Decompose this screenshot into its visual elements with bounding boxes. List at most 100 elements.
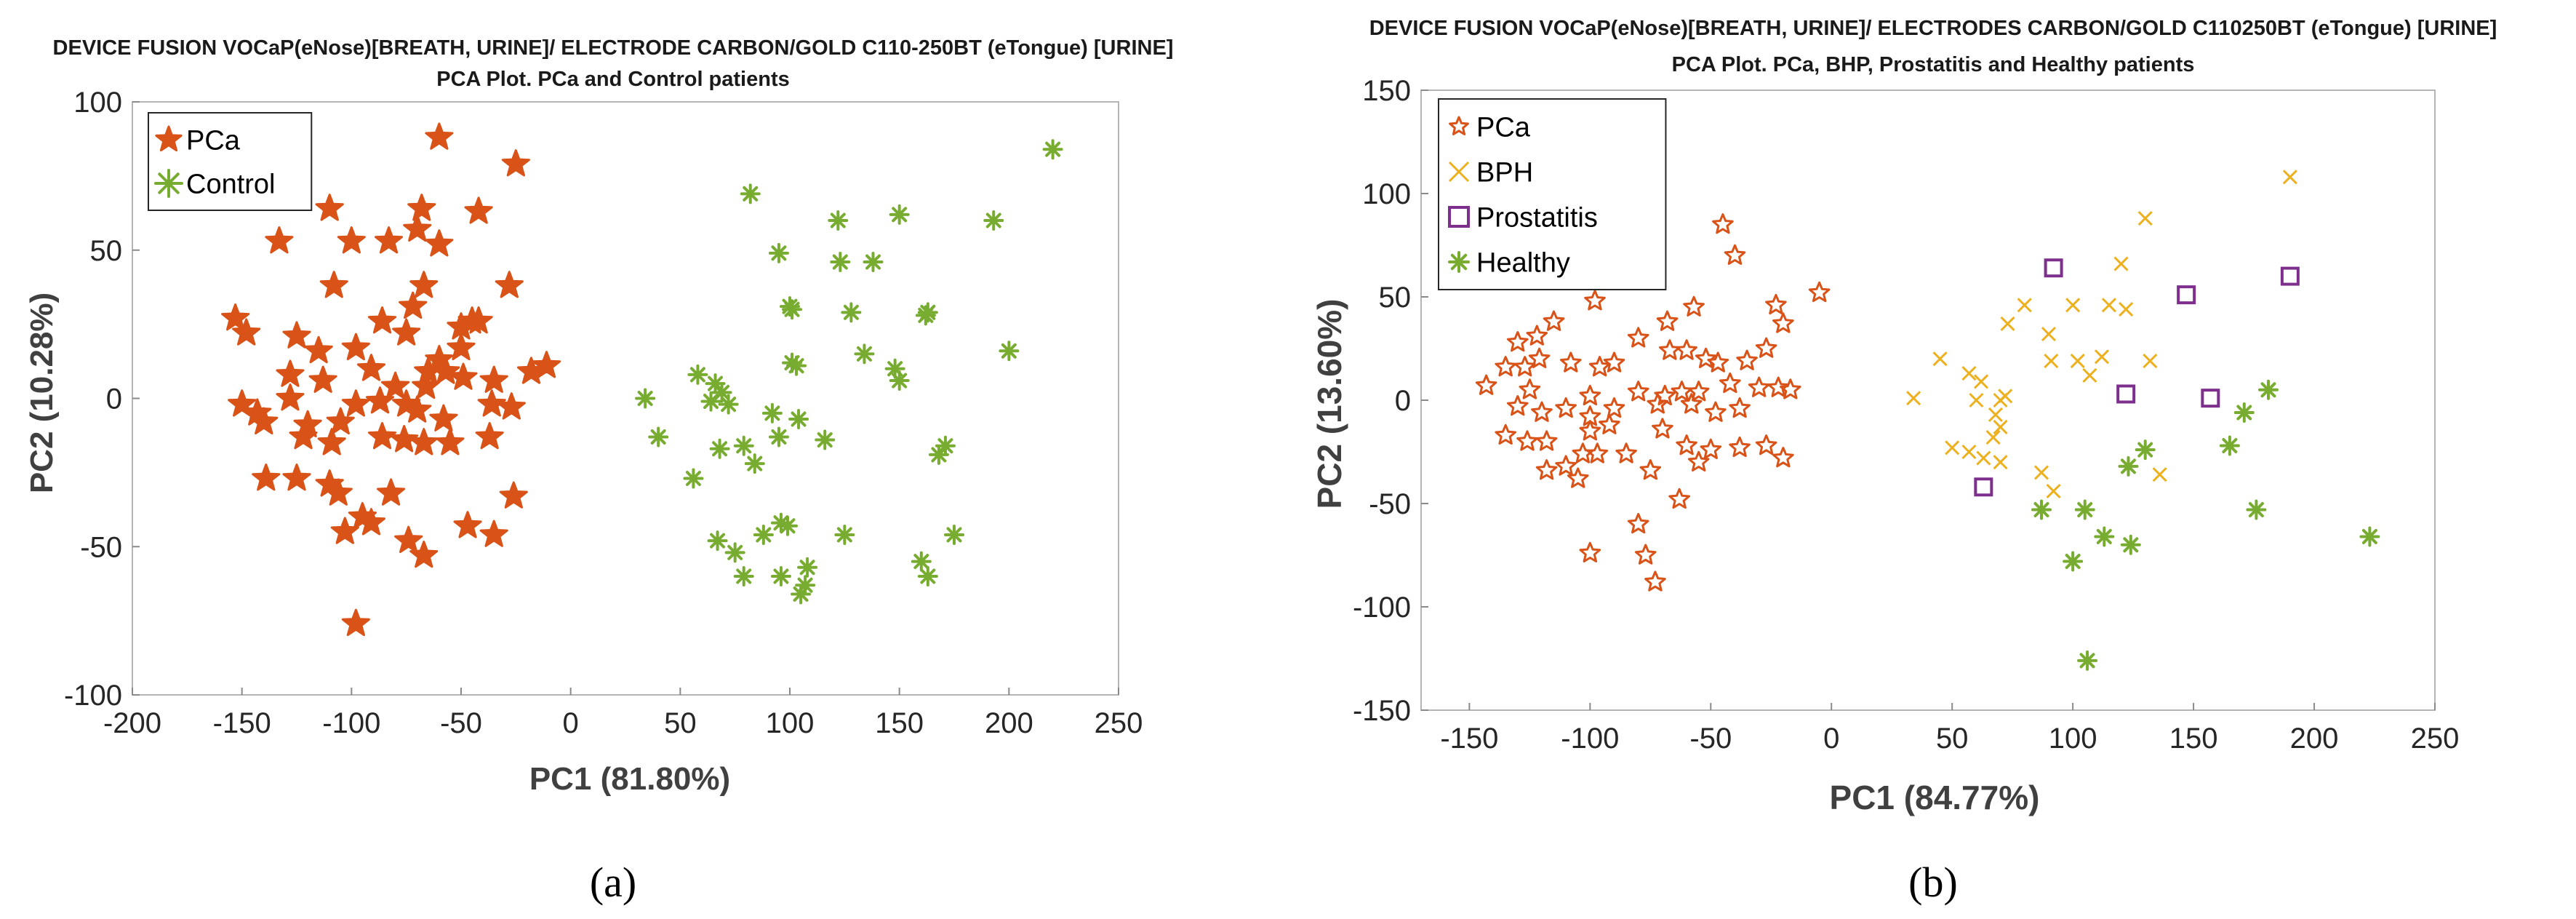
x-tick-label: 100	[2049, 723, 2097, 755]
data-point	[2101, 298, 2116, 313]
data-point	[733, 435, 754, 456]
x-tick-label: -150	[1440, 723, 1498, 755]
y-tick-label: 50	[90, 235, 123, 267]
data-point	[2201, 389, 2220, 408]
data-point	[409, 271, 439, 298]
data-point	[770, 566, 791, 586]
data-point	[2118, 455, 2139, 477]
data-point	[1513, 356, 1536, 377]
legend-box	[148, 112, 313, 211]
y-tick-label: 100	[1362, 178, 1411, 210]
data-point	[1634, 544, 1657, 565]
data-point	[1976, 450, 1991, 466]
data-point	[707, 530, 728, 552]
data-point	[740, 183, 761, 204]
y-tick-label: 0	[1395, 385, 1411, 417]
data-point	[1652, 418, 1673, 439]
x-tick-label: 50	[1936, 723, 1969, 755]
data-point	[1687, 381, 1710, 402]
data-point	[252, 464, 281, 491]
data-point	[1519, 378, 1541, 399]
data-point	[394, 525, 423, 553]
data-point	[1961, 366, 1977, 381]
data-point	[2116, 384, 2136, 404]
data-point	[425, 229, 454, 257]
data-point	[425, 122, 454, 150]
data-point	[1906, 391, 1921, 406]
data-point	[1627, 512, 1649, 534]
data-point	[425, 345, 454, 373]
legend-marker	[1448, 251, 1470, 273]
legend-box	[1438, 98, 1667, 290]
data-point	[1712, 213, 1734, 234]
data-point	[1736, 349, 1758, 370]
data-point	[464, 306, 493, 334]
legend-marker	[1448, 206, 1470, 228]
x-tick-label: 200	[985, 707, 1033, 739]
data-point	[2135, 439, 2156, 461]
data-point	[221, 303, 250, 331]
data-point	[2017, 298, 2032, 313]
data-point	[1495, 423, 1516, 445]
data-point	[429, 404, 458, 431]
data-point	[1615, 442, 1637, 464]
data-point	[326, 407, 355, 434]
data-point	[1579, 384, 1601, 406]
data-point	[1535, 430, 1558, 451]
data-point	[453, 511, 482, 538]
data-point	[1567, 467, 1589, 488]
chart-a-y-axis-label: PC2 (10.28%)	[24, 293, 60, 493]
data-point	[797, 557, 818, 578]
series-pca	[1475, 213, 1831, 592]
data-point	[911, 551, 932, 572]
data-point	[782, 299, 803, 320]
chart-b: DEVICE FUSION VOCaP(eNose)[BREATH, URINE…	[1311, 17, 2497, 906]
data-point	[1588, 356, 1611, 377]
data-point	[403, 395, 432, 423]
data-point	[1719, 372, 1741, 394]
data-point	[777, 515, 798, 536]
x-tick-label: -200	[103, 707, 161, 739]
legend-label: PCa	[186, 125, 241, 156]
data-point	[276, 359, 305, 387]
data-point	[1531, 401, 1553, 422]
data-point	[499, 481, 528, 509]
legend-item-pca: PCa	[155, 125, 241, 156]
data-point	[915, 305, 936, 326]
data-point	[381, 371, 410, 399]
data-point	[1042, 139, 1063, 160]
data-point	[1644, 570, 1666, 592]
data-point	[228, 389, 257, 417]
data-point	[2041, 327, 2057, 342]
data-point	[1676, 434, 1697, 455]
data-point	[1603, 351, 1625, 373]
data-point	[276, 383, 305, 411]
x-tick-label: -50	[1689, 723, 1732, 755]
data-point	[319, 271, 348, 298]
data-point	[1700, 438, 1722, 459]
legend-item-prostatitis: Prostatitis	[1448, 202, 1598, 233]
data-point	[1767, 376, 1789, 397]
data-point	[412, 371, 441, 399]
chart-a: DEVICE FUSION VOCaP(eNose)[BREATH, URINE…	[24, 36, 1173, 906]
y-tick-label: 150	[1362, 75, 1411, 107]
data-point	[356, 354, 385, 381]
x-tick-label: -100	[1561, 723, 1619, 755]
data-point	[709, 438, 730, 459]
data-point	[1506, 331, 1529, 352]
data-point	[1543, 310, 1565, 331]
data-point	[1495, 356, 1516, 377]
data-point	[341, 389, 370, 417]
y-tick-label: -100	[64, 680, 122, 712]
data-point	[2233, 402, 2255, 423]
data-point	[815, 429, 836, 450]
data-point	[830, 252, 851, 273]
data-point	[700, 391, 721, 412]
data-point	[2044, 353, 2059, 369]
data-point	[447, 333, 476, 361]
x-tick-label: 0	[563, 707, 579, 739]
data-point	[1707, 351, 1729, 373]
chart-b-title-line2: PCA Plot. PCa, BHP, Prostatitis and Heal…	[1672, 53, 2195, 76]
series-prostatitis	[1974, 258, 2300, 497]
legend-item-control: Control	[154, 169, 276, 199]
